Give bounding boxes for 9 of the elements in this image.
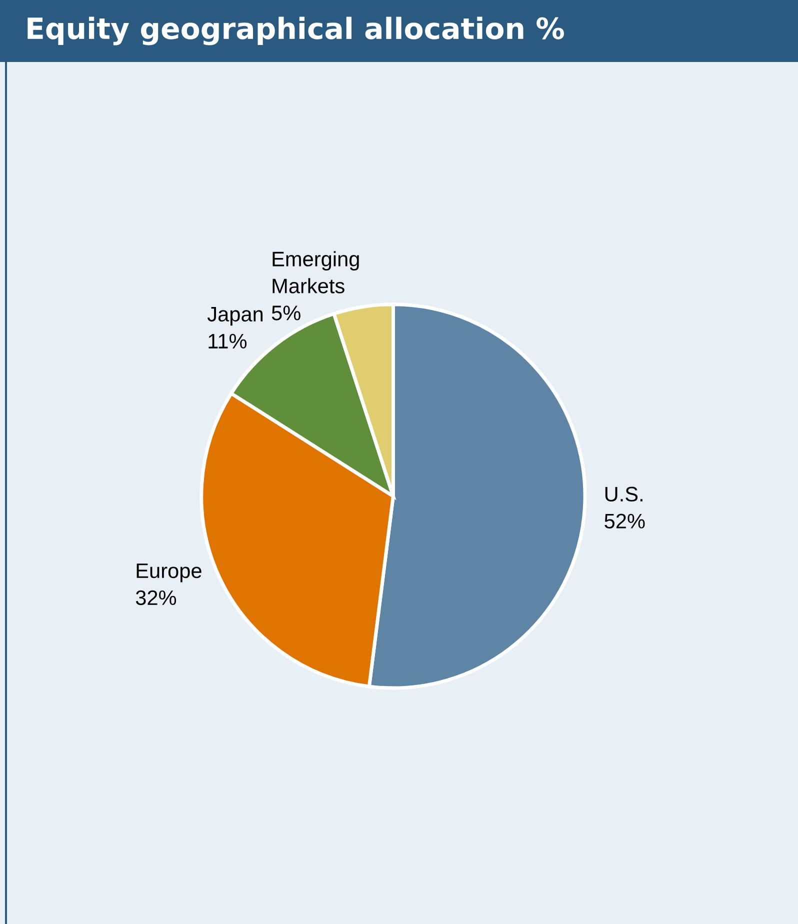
slice-label: Emerging Markets — [272, 251, 359, 294]
slice-label: Japan — [207, 307, 263, 326]
chart-title: Equity geographical allocation % — [28, 16, 564, 46]
slice-label: U.S. — [605, 486, 642, 502]
data-label: 5% — [272, 306, 300, 320]
data-label: 32% — [136, 590, 176, 606]
data-label: 52% — [604, 514, 645, 529]
slice-label: Europe — [136, 564, 202, 582]
data-label: 11% — [208, 334, 247, 348]
